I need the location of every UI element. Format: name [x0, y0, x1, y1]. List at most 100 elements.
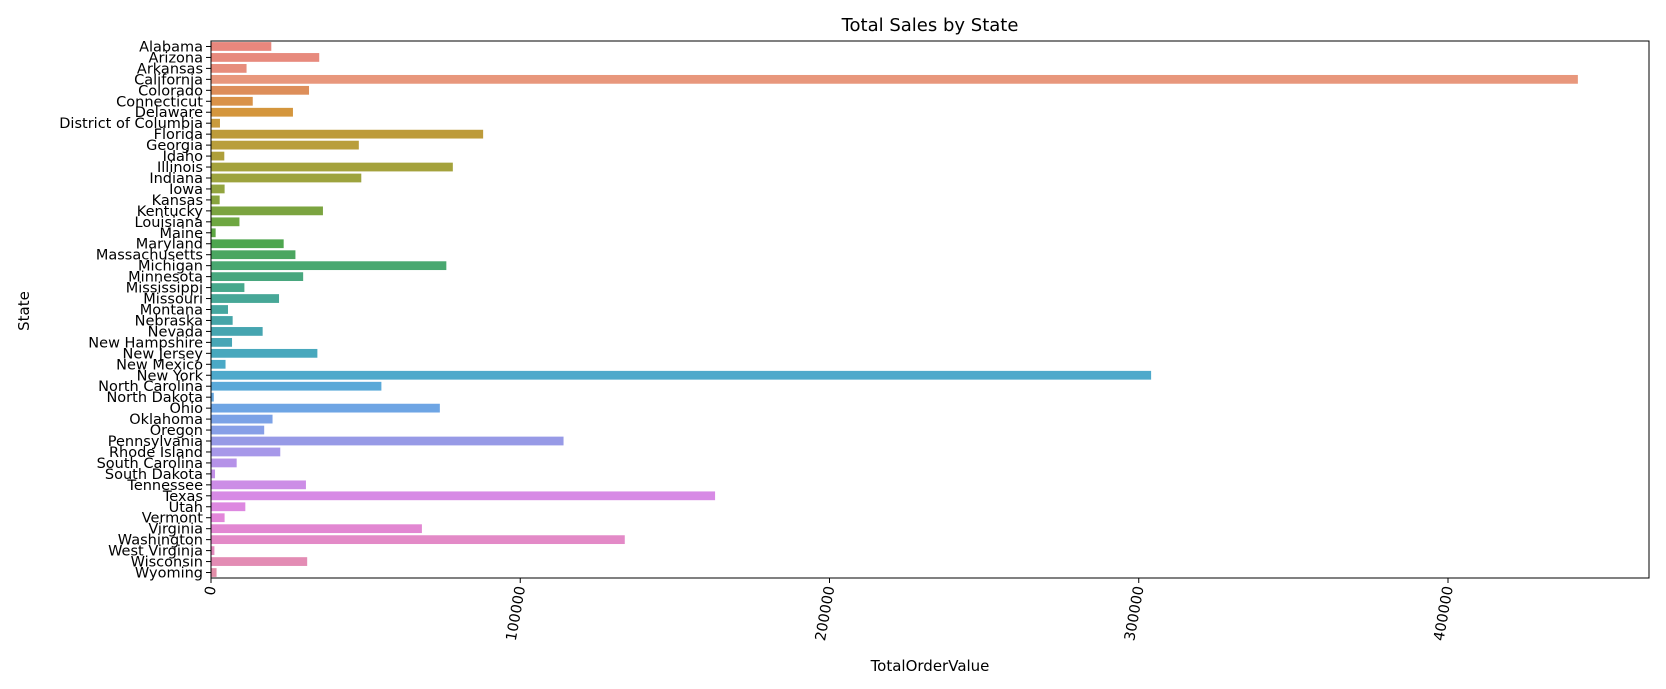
y-tick-label: West Virginia — [108, 544, 203, 560]
x-tick-label: 300000 — [1122, 585, 1147, 642]
y-tick-label: Vermont — [142, 511, 204, 527]
bar-kentucky — [211, 206, 323, 216]
y-tick-label: Nebraska — [135, 313, 203, 329]
y-tick-label: Ohio — [169, 401, 203, 417]
x-axis-label: TotalOrderValue — [870, 657, 990, 675]
bar-colorado — [211, 85, 310, 95]
y-tick-label: Montana — [140, 303, 203, 319]
x-tick-label: 400000 — [1432, 585, 1457, 642]
y-tick-label: Utah — [169, 500, 203, 516]
bar-washington — [211, 535, 625, 545]
bar-louisiana — [211, 217, 240, 227]
y-tick-group: AlabamaArizonaArkansasCaliforniaColorado… — [59, 39, 211, 582]
bar-massachusetts — [211, 250, 296, 260]
y-tick-label: New Jersey — [123, 346, 204, 362]
y-tick-label: Delaware — [135, 105, 203, 121]
bar-nevada — [211, 327, 263, 336]
y-tick-label: North Dakota — [106, 390, 203, 406]
bar-iowa — [211, 184, 225, 194]
y-axis-label: State — [15, 291, 33, 331]
bar-florida — [211, 129, 484, 139]
bar-kansas — [211, 195, 220, 205]
bar-tennessee — [211, 480, 306, 490]
bar-west-virginia — [211, 546, 215, 555]
bar-north-carolina — [211, 381, 382, 391]
bar-virginia — [211, 524, 422, 534]
bar-nebraska — [211, 316, 233, 325]
y-tick-label: North Carolina — [98, 379, 203, 395]
bar-delaware — [211, 107, 293, 117]
bar-mississippi — [211, 283, 245, 292]
y-tick-label: Kansas — [152, 193, 203, 209]
bar-arkansas — [211, 64, 247, 73]
y-tick-label: Florida — [154, 127, 203, 143]
bar-south-carolina — [211, 458, 237, 468]
bar-alabama — [211, 42, 272, 51]
y-tick-label: Washington — [118, 533, 203, 549]
y-tick-label: Massachusetts — [96, 248, 203, 264]
bar-wisconsin — [211, 557, 308, 566]
y-tick-label: Mississippi — [126, 281, 203, 297]
y-tick-label: Virginia — [148, 522, 203, 538]
bar-rhode-island — [211, 447, 281, 457]
x-tick-label: 100000 — [504, 585, 529, 642]
bar-illinois — [211, 162, 453, 172]
y-tick-label: Missouri — [143, 292, 203, 308]
bar-maryland — [211, 239, 284, 249]
y-tick-label: New York — [137, 368, 204, 384]
x-tick-label: 0 — [203, 585, 220, 597]
plot-frame — [210, 40, 1650, 579]
bar-wyoming — [211, 568, 217, 577]
y-tick-label: Arizona — [149, 50, 203, 66]
bar-new-mexico — [211, 359, 226, 369]
y-tick-label: Oklahoma — [129, 412, 203, 428]
bar-new-hampshire — [211, 337, 233, 347]
chart-title: Total Sales by State — [841, 15, 1019, 36]
y-tick-label: Iowa — [169, 182, 203, 198]
y-tick-label: Maine — [159, 226, 203, 242]
y-tick-label: Oregon — [150, 423, 203, 439]
y-tick-label: Alabama — [139, 39, 203, 55]
y-tick-label: Connecticut — [116, 94, 203, 110]
bar-utah — [211, 502, 246, 512]
bar-vermont — [211, 513, 225, 523]
y-tick-label: Arkansas — [137, 61, 203, 77]
bar-new-jersey — [211, 348, 318, 358]
y-tick-label: Rhode Island — [109, 445, 203, 461]
y-tick-label: Indiana — [149, 171, 203, 187]
bar-minnesota — [211, 272, 304, 282]
y-tick-label: Minnesota — [128, 270, 203, 286]
bar-new-york — [211, 370, 1152, 380]
y-tick-label: Pennsylvania — [108, 434, 203, 450]
bars-group — [211, 42, 1578, 577]
y-tick-label: South Dakota — [105, 467, 203, 483]
y-tick-label: Louisiana — [135, 215, 203, 231]
bar-district-of-columbia — [211, 118, 220, 128]
y-tick-label: South Carolina — [97, 456, 203, 472]
y-tick-label: Tennessee — [126, 478, 203, 494]
x-tick-label: 200000 — [813, 585, 838, 642]
y-tick-label: California — [134, 72, 203, 88]
bar-arizona — [211, 53, 320, 62]
y-tick-label: Wisconsin — [131, 555, 203, 571]
y-tick-label: Wyoming — [135, 566, 203, 582]
bar-maine — [211, 228, 216, 238]
y-tick-label: Colorado — [138, 83, 203, 99]
y-tick-label: Kentucky — [137, 204, 204, 220]
bar-oklahoma — [211, 414, 273, 424]
x-tick-group: 0 100000 200000 300000 400000 — [203, 578, 1457, 642]
y-tick-label: New Mexico — [116, 357, 203, 373]
y-tick-label: District of Columbia — [59, 116, 203, 132]
bar-montana — [211, 305, 229, 314]
y-tick-label: Maryland — [136, 237, 203, 253]
bar-north-dakota — [211, 392, 214, 402]
y-tick-label: Texas — [162, 489, 203, 505]
bar-texas — [211, 491, 716, 501]
y-tick-label: New Hampshire — [88, 335, 203, 351]
y-tick-label: Michigan — [138, 259, 203, 275]
bar-oregon — [211, 425, 265, 435]
bar-south-dakota — [211, 469, 216, 479]
bar-missouri — [211, 294, 280, 303]
